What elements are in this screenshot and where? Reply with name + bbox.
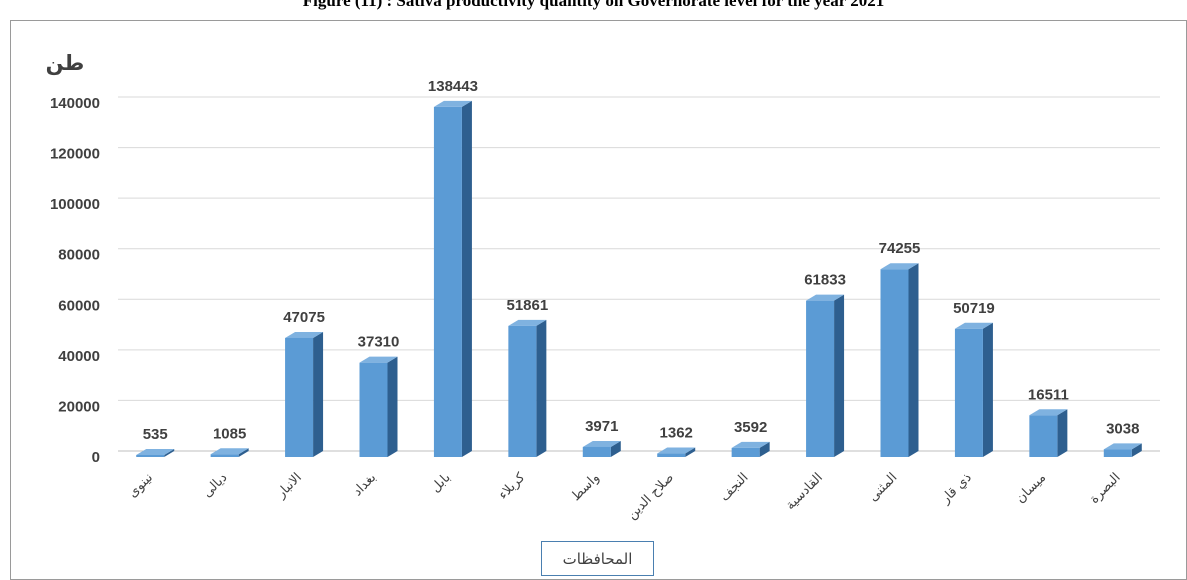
data-labels: 535 1085 47075 37310 138443 51861 3971 1362 3592… <box>143 78 1140 443</box>
category-label: ذي قار <box>938 470 975 507</box>
y-tick-label: 120000 <box>50 146 100 163</box>
y-tick-label: 0 <box>92 449 100 466</box>
bars <box>136 100 1142 458</box>
y-tick-label: 80000 <box>58 247 100 264</box>
category-label: بغداد <box>350 470 379 499</box>
y-tick-label: 20000 <box>58 398 100 415</box>
bar <box>806 294 845 457</box>
bar <box>359 356 398 457</box>
data-label: 1085 <box>213 425 246 442</box>
category-label: المثنى <box>866 470 900 504</box>
category-label: بابل <box>428 470 453 495</box>
category-label: نينوى <box>125 470 156 501</box>
data-label: 50719 <box>953 300 995 317</box>
data-label: 47075 <box>283 309 325 326</box>
bar <box>136 449 175 457</box>
bar <box>1029 409 1068 457</box>
y-tick-label: 40000 <box>58 348 100 365</box>
y-axis-ticks: 0 20000 40000 60000 80000 100000 120000 140000 <box>50 95 100 466</box>
data-label: 138443 <box>428 78 478 95</box>
bar <box>582 440 621 457</box>
data-label: 535 <box>143 426 168 443</box>
x-axis-title: المحافظات <box>541 541 654 576</box>
figure-title: Figure (11) : Sativa productivity quanti… <box>302 0 885 10</box>
bar <box>880 263 919 457</box>
y-axis-unit-label: طن <box>46 51 85 75</box>
category-label: ميسان <box>1013 470 1049 506</box>
data-label: 37310 <box>358 334 400 351</box>
bar <box>657 447 696 457</box>
category-label: القادسية <box>783 470 826 513</box>
data-label: 3038 <box>1106 420 1139 437</box>
data-label: 51861 <box>506 297 548 314</box>
bar <box>1103 443 1142 457</box>
data-label: 3592 <box>734 419 767 436</box>
bar <box>954 322 993 457</box>
bar <box>285 331 324 457</box>
data-label: 3971 <box>585 418 618 435</box>
data-label: 61833 <box>804 272 846 289</box>
y-tick-label: 100000 <box>50 196 100 213</box>
data-label: 1362 <box>660 425 693 442</box>
data-label: 74255 <box>879 240 921 257</box>
data-label: 16511 <box>1028 386 1069 403</box>
chart-frame <box>10 20 1187 580</box>
category-labels: نينوى ديالى الانبار بغداد بابل كربلاء واسط صلاح… <box>125 470 1123 523</box>
gridlines <box>118 96 1160 452</box>
category-label: ديالى <box>200 470 231 501</box>
bar <box>731 441 770 457</box>
category-label: البصرة <box>1087 470 1124 507</box>
category-label: صلاح الدين <box>625 470 677 522</box>
y-tick-label: 60000 <box>58 297 100 314</box>
bar <box>508 319 547 457</box>
category-label: النجف <box>717 470 751 504</box>
category-label: واسط <box>569 470 603 504</box>
bar <box>433 100 472 458</box>
y-tick-label: 140000 <box>50 95 100 112</box>
category-label: الانبار <box>273 470 305 502</box>
category-label: كربلاء <box>496 470 529 503</box>
bar <box>210 448 249 457</box>
